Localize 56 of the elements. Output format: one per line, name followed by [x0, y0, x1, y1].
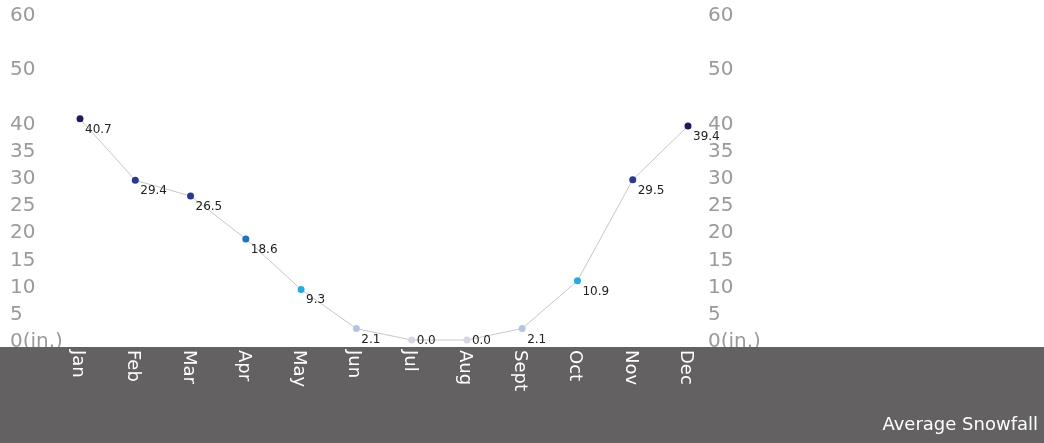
y2-tick-label: 50: [708, 56, 734, 81]
data-label: 29.5: [637, 182, 665, 197]
point: [463, 336, 471, 344]
x-tick-label: Jun: [345, 349, 367, 379]
text: Average Snowfall: [882, 413, 1038, 434]
y-tick-label: 0(in.): [10, 328, 63, 352]
y-tick-label: 10: [10, 273, 36, 298]
x-tick-label: Jan: [69, 349, 90, 378]
x-tick-label: Nov: [621, 350, 643, 386]
x-tick-label: Sept: [511, 350, 533, 391]
y2-tick-label: 30: [708, 165, 734, 189]
y-tick-label: 5: [10, 300, 23, 325]
x-tick-label: May: [290, 350, 312, 388]
data-label: 2.1: [527, 331, 547, 346]
y2-tick-label: 60: [708, 2, 734, 26]
point: [684, 122, 692, 130]
x-tick-label: Apr: [234, 350, 256, 382]
point: [297, 285, 305, 293]
y2-tick-label: 0(in.): [708, 328, 761, 352]
y-tick-label: 60: [10, 2, 36, 26]
point: [187, 192, 195, 200]
point: [629, 176, 637, 184]
data-label: 2.1: [361, 331, 381, 346]
data-label: 18.6: [250, 241, 278, 256]
data-label: 0.0: [471, 333, 491, 347]
x-tick-label: Mar: [179, 350, 201, 385]
y2-tick-label: 5: [708, 300, 721, 325]
y-tick-label: 20: [10, 219, 36, 244]
y2-tick-label: 20: [708, 219, 734, 244]
y-tick-label: 35: [10, 137, 36, 162]
y-tick-label: 30: [10, 165, 36, 189]
data-label: 9.3: [306, 292, 326, 307]
point: [518, 325, 526, 333]
data-label: 40.7: [85, 121, 112, 136]
y-tick-label: 40: [10, 110, 36, 135]
x-tick-label: Feb: [124, 350, 146, 382]
y-tick-label: 25: [10, 192, 36, 217]
point: [573, 277, 581, 285]
y2-tick-label: 25: [708, 192, 734, 217]
point: [352, 325, 360, 333]
y-tick-label: 50: [10, 56, 36, 81]
point: [76, 115, 84, 123]
y-tick-label: 15: [10, 246, 36, 271]
point: [408, 336, 416, 344]
data-label: 0.0: [416, 333, 436, 347]
data-label: 10.9: [582, 283, 610, 298]
x-tick-label: Dec: [677, 350, 698, 385]
data-label: 29.4: [140, 183, 167, 198]
data-label: 26.5: [195, 199, 223, 214]
x-tick-label: Aug: [455, 350, 477, 386]
y2-tick-label: 15: [708, 246, 734, 271]
y2-tick-label: 10: [708, 273, 734, 298]
point: [131, 176, 139, 184]
x-tick-label: Oct: [566, 350, 588, 382]
point: [242, 235, 250, 243]
x-tick-label: Jul: [400, 349, 422, 372]
